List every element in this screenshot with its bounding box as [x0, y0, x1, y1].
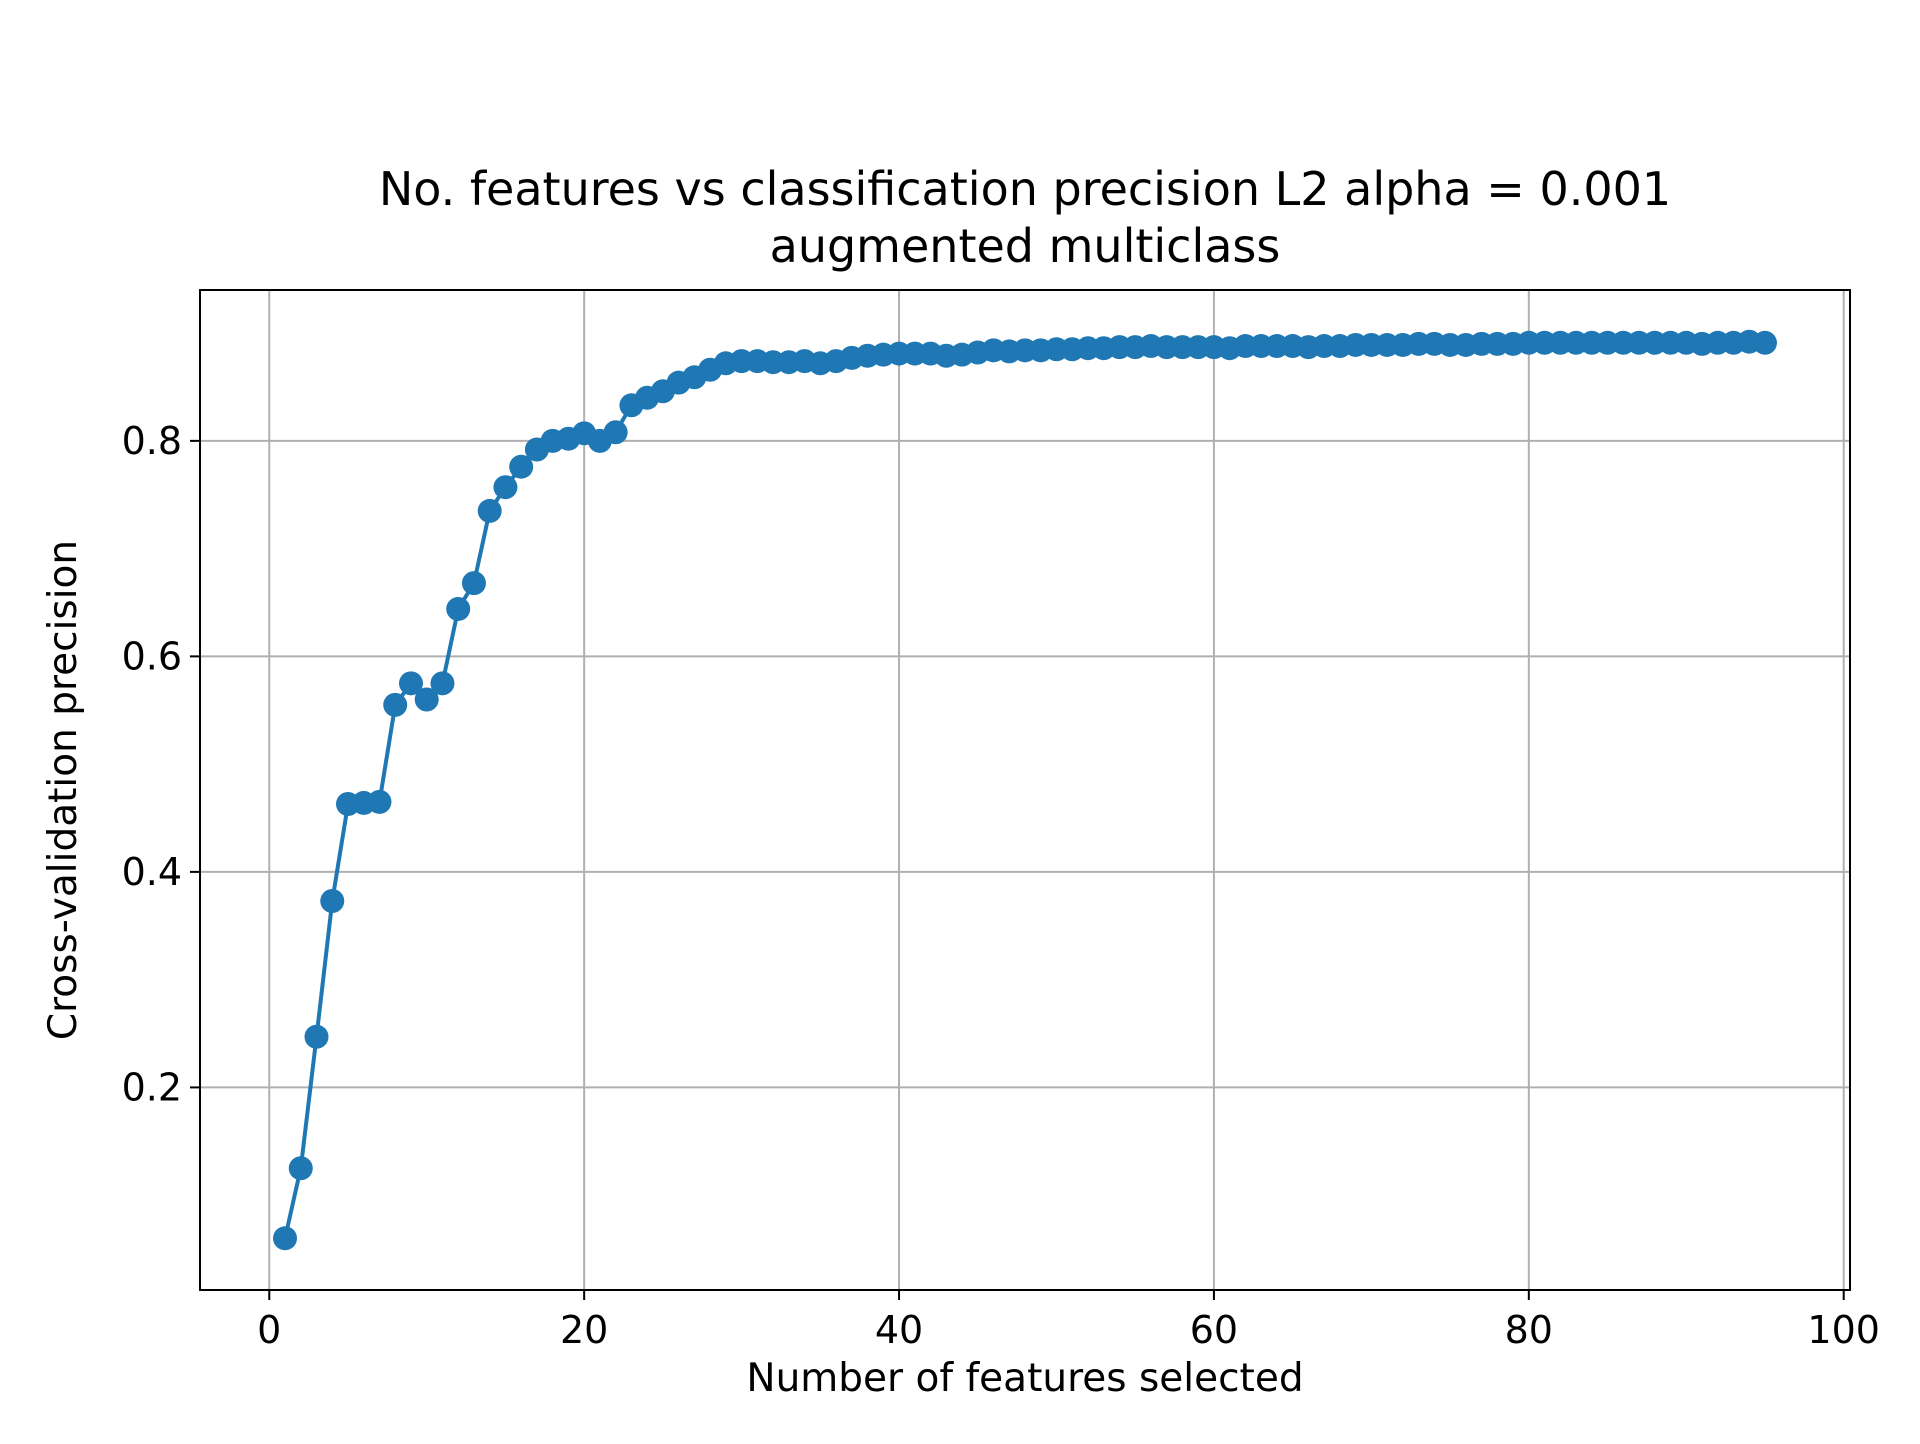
data-point	[461, 571, 486, 596]
data-point	[273, 1226, 298, 1251]
data-point	[493, 475, 518, 500]
y-axis-ticks: 0.2 0.4 0.6 0.8	[122, 419, 200, 1109]
plot-area-frame	[199, 289, 1851, 1291]
x-tick-label: 80	[1505, 1308, 1553, 1352]
x-tick-label: 40	[875, 1308, 923, 1352]
data-point	[509, 454, 534, 479]
data-point	[414, 687, 439, 712]
data-point	[383, 692, 408, 717]
x-tick-label: 100	[1807, 1308, 1880, 1352]
data-point	[1752, 330, 1777, 355]
y-tick-label: 0.8	[122, 419, 182, 463]
data-point	[603, 420, 628, 445]
data-point	[477, 498, 502, 523]
y-tick-label: 0.6	[122, 634, 182, 678]
grid-lines	[200, 290, 1850, 1290]
x-tick-label: 60	[1190, 1308, 1238, 1352]
data-point	[398, 671, 423, 696]
data-point	[430, 671, 455, 696]
x-tick-label: 0	[257, 1308, 281, 1352]
x-axis-label: Number of features selected	[746, 1356, 1303, 1401]
data-series	[273, 329, 1777, 1251]
data-point	[288, 1156, 313, 1181]
x-axis-ticks: 0 20 40 60 80 100	[257, 1290, 1880, 1352]
y-tick-label: 0.4	[122, 850, 182, 894]
data-point	[446, 596, 471, 621]
y-axis-label: Cross-validation precision	[41, 540, 86, 1040]
chart-title: No. features vs classification precision…	[379, 162, 1671, 216]
data-point	[367, 789, 392, 814]
data-point	[304, 1024, 329, 1049]
x-tick-label: 20	[560, 1308, 608, 1352]
chart-subtitle: augmented multiclass	[770, 219, 1281, 273]
y-tick-label: 0.2	[122, 1065, 182, 1109]
data-point	[320, 888, 345, 913]
